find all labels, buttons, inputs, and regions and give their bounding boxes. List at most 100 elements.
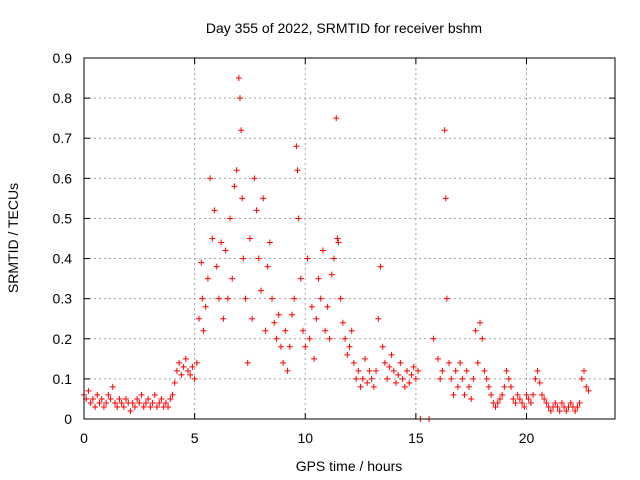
data-point	[488, 391, 495, 398]
data-point	[379, 343, 386, 350]
data-point	[576, 399, 583, 406]
data-point	[147, 403, 154, 410]
data-point	[191, 375, 198, 382]
data-point	[300, 327, 307, 334]
data-point	[585, 387, 592, 394]
data-point	[227, 215, 234, 222]
data-point	[439, 367, 446, 374]
data-point	[200, 327, 207, 334]
data-point	[390, 367, 397, 374]
data-point	[116, 395, 123, 402]
data-point	[180, 363, 187, 370]
data-point	[346, 343, 353, 350]
data-point	[465, 383, 472, 390]
data-point	[342, 335, 349, 342]
data-point	[472, 327, 479, 334]
data-point	[211, 207, 218, 214]
data-point	[501, 383, 508, 390]
data-point	[222, 247, 229, 254]
data-point	[397, 359, 404, 366]
data-point	[412, 375, 419, 382]
data-point	[443, 295, 450, 302]
data-point	[512, 399, 519, 406]
data-point	[377, 263, 384, 270]
data-point	[459, 375, 466, 382]
data-point	[264, 263, 271, 270]
grid-lines	[84, 58, 615, 419]
data-point	[294, 167, 301, 174]
data-point	[140, 403, 147, 410]
data-point	[494, 399, 501, 406]
data-point	[399, 375, 406, 382]
data-point	[322, 327, 329, 334]
data-point	[479, 335, 486, 342]
data-point	[284, 367, 291, 374]
data-point	[328, 271, 335, 278]
data-point	[521, 403, 528, 410]
data-point	[207, 175, 214, 182]
data-point	[96, 399, 103, 406]
data-point	[370, 383, 377, 390]
data-point	[193, 359, 200, 366]
data-point	[388, 351, 395, 358]
data-point	[85, 387, 92, 394]
data-point	[477, 319, 484, 326]
data-point	[291, 295, 298, 302]
data-point	[302, 343, 309, 350]
y-tick-label: 0.4	[53, 251, 73, 267]
data-point	[441, 127, 448, 134]
data-point	[483, 375, 490, 382]
data-point	[251, 175, 258, 182]
data-point	[149, 399, 156, 406]
y-tick-label: 0.6	[53, 170, 73, 186]
data-point	[142, 399, 149, 406]
data-point	[286, 343, 293, 350]
data-point	[470, 375, 477, 382]
data-point	[224, 295, 231, 302]
data-point	[107, 395, 114, 402]
data-point	[503, 367, 510, 374]
data-point	[105, 391, 112, 398]
data-point	[359, 375, 366, 382]
data-point	[556, 407, 563, 414]
data-point	[527, 399, 534, 406]
data-point	[189, 363, 196, 370]
data-point	[131, 403, 138, 410]
data-point	[127, 407, 134, 414]
data-point	[333, 115, 340, 122]
y-tick-label: 0.9	[53, 50, 73, 66]
data-point	[184, 367, 191, 374]
data-point	[313, 315, 320, 322]
data-point	[541, 395, 548, 402]
data-point	[536, 379, 543, 386]
data-point	[202, 303, 209, 310]
data-point	[534, 367, 541, 374]
data-point	[94, 391, 101, 398]
data-point	[162, 399, 169, 406]
chart-title: Day 355 of 2022, SRMTID for receiver bsh…	[206, 20, 482, 36]
data-point	[246, 235, 253, 242]
data-point	[89, 395, 96, 402]
data-point	[375, 315, 382, 322]
data-point	[554, 403, 561, 410]
data-point	[404, 367, 411, 374]
data-point	[430, 335, 437, 342]
data-point	[337, 295, 344, 302]
data-point	[236, 95, 243, 102]
y-axis-label: SRMTID / TECUs	[5, 183, 21, 293]
data-point	[167, 395, 174, 402]
data-point	[361, 355, 368, 362]
data-point	[136, 399, 143, 406]
data-point	[269, 295, 276, 302]
data-point	[151, 391, 158, 398]
data-point	[209, 235, 216, 242]
data-point	[182, 355, 189, 362]
data-point	[355, 367, 362, 374]
data-point	[567, 399, 574, 406]
data-point	[499, 391, 506, 398]
data-point	[401, 383, 408, 390]
data-point	[204, 275, 211, 282]
data-point	[198, 259, 205, 266]
data-point	[120, 403, 127, 410]
data-point	[317, 295, 324, 302]
